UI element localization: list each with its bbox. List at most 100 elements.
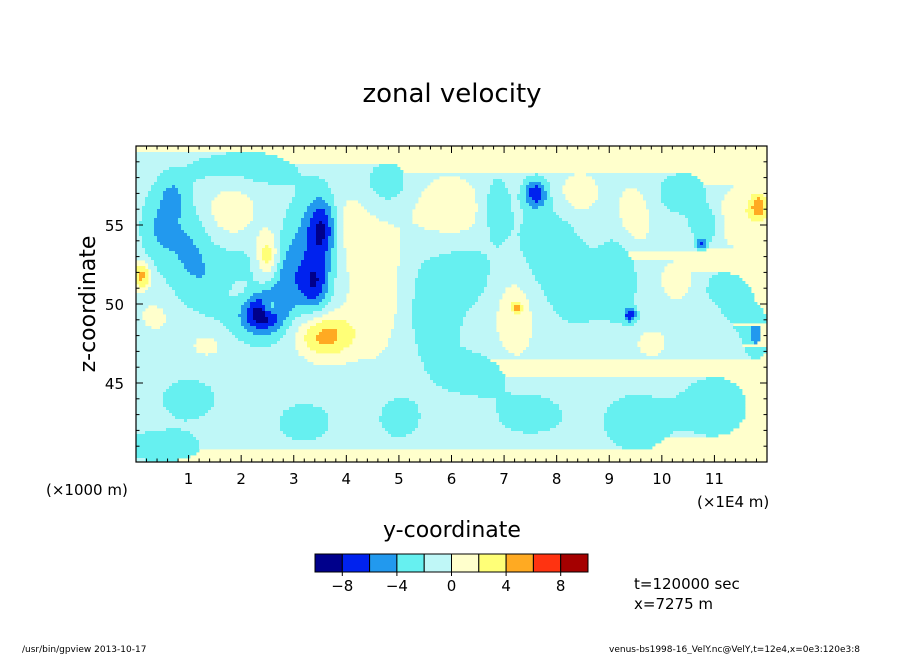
heatmap-cell — [202, 224, 218, 228]
heatmap-cell — [148, 266, 158, 270]
heatmap-cell — [526, 347, 641, 351]
heatmap-cell — [205, 263, 251, 267]
heatmap-cell — [631, 320, 638, 324]
heatmap-cell — [661, 350, 746, 354]
heatmap-cell — [181, 194, 194, 198]
heatmap-cell — [634, 311, 638, 315]
heatmap-cell — [310, 224, 317, 228]
heatmap-cell — [334, 290, 350, 294]
heatmap-cell — [331, 251, 338, 255]
heatmap-cell — [316, 437, 611, 441]
colorbar-swatch — [532, 553, 562, 573]
heatmap-cell — [646, 236, 695, 240]
heatmap-cell — [520, 230, 575, 234]
heatmap-cell — [412, 302, 476, 306]
heatmap-cell — [214, 317, 242, 321]
heatmap-cell — [214, 395, 479, 399]
heatmap-cell — [526, 176, 545, 180]
heatmap-cell — [370, 176, 404, 180]
heatmap-cell — [397, 284, 416, 288]
heatmap-cell — [751, 338, 761, 342]
colorbar-swatch — [396, 553, 425, 573]
heatmap-cell — [196, 179, 254, 183]
heatmap-cell — [460, 329, 497, 333]
x-tick-labels: 1 2 3 4 5 6 7 8 9 10 11 — [184, 470, 724, 488]
heatmap-cell — [409, 398, 497, 402]
heatmap-cell — [487, 197, 512, 201]
heatmap-cell — [418, 350, 473, 354]
heatmap-cell — [745, 350, 767, 354]
heatmap-cell — [328, 278, 335, 282]
heatmap-cell — [628, 317, 632, 321]
heatmap-cell — [214, 401, 389, 405]
heatmap-cell — [277, 329, 287, 333]
heatmap-cell — [178, 188, 194, 192]
heatmap-cell — [274, 323, 284, 327]
heatmap-cell — [328, 416, 380, 420]
heatmap-cell — [694, 242, 698, 246]
heatmap-cell — [478, 296, 503, 300]
x-tick-label: 4 — [342, 470, 352, 488]
heatmap-cell — [271, 332, 287, 336]
heatmap-cell — [328, 221, 335, 225]
heatmap-cell — [511, 200, 521, 204]
heatmap-cell — [397, 305, 413, 309]
heatmap-cell — [697, 245, 707, 249]
heatmap-cell — [661, 194, 707, 198]
heatmap-cell — [205, 230, 230, 234]
heatmap-cell — [250, 266, 260, 270]
heatmap-cell — [370, 173, 404, 177]
heatmap-cell — [304, 335, 317, 339]
heatmap-cell — [136, 389, 167, 393]
heatmap-cell — [307, 332, 320, 336]
heatmap-cell — [136, 404, 164, 408]
heatmap-cell — [145, 251, 176, 255]
heatmap-cell — [553, 209, 620, 213]
heatmap-cell — [640, 311, 722, 315]
heatmap-cell — [136, 341, 197, 345]
heatmap-cell — [763, 203, 767, 207]
heatmap-cell — [514, 224, 521, 228]
heatmap-cell — [592, 176, 668, 180]
heatmap-cell — [400, 239, 491, 243]
heatmap-cell — [205, 383, 437, 387]
heatmap-cell — [514, 212, 524, 216]
heatmap-cell — [304, 257, 326, 261]
heatmap-cell — [280, 278, 296, 282]
heatmap-cell — [751, 326, 761, 330]
heatmap-cell — [136, 440, 200, 444]
heatmap-cell — [397, 281, 416, 285]
heatmap-cell — [358, 200, 419, 204]
heatmap-cell — [136, 179, 158, 183]
heatmap-cell — [490, 230, 512, 234]
heatmap-cell — [256, 326, 269, 330]
heatmap-cell — [649, 212, 680, 216]
heatmap-cell — [751, 332, 761, 336]
heatmap-cell — [688, 224, 716, 228]
heatmap-cell — [331, 209, 338, 213]
heatmap-cell — [289, 206, 308, 210]
heatmap-cell — [151, 185, 173, 189]
heatmap-cell — [538, 200, 545, 204]
heatmap-cell — [418, 272, 491, 276]
heatmap-cell — [325, 272, 329, 276]
heatmap-cell — [295, 188, 332, 192]
heatmap-cell — [400, 251, 452, 255]
heatmap-cell — [418, 419, 500, 423]
heatmap-cell — [136, 443, 200, 447]
heatmap-cell — [136, 278, 140, 282]
heatmap-cell — [625, 311, 629, 315]
heatmap-cell — [229, 329, 248, 333]
y-tick-label: 55 — [105, 217, 124, 235]
heatmap-cells — [136, 152, 767, 462]
heatmap-cell — [688, 290, 707, 294]
heatmap-cell — [136, 407, 167, 411]
heatmap-cell — [142, 218, 155, 222]
heatmap-cell — [625, 395, 653, 399]
heatmap-cell — [547, 296, 635, 300]
heatmap-cell — [523, 221, 569, 225]
heatmap-cell — [193, 434, 287, 438]
heatmap-cell — [262, 257, 272, 261]
heatmap-cell — [277, 248, 281, 252]
heatmap-cell — [337, 245, 344, 249]
